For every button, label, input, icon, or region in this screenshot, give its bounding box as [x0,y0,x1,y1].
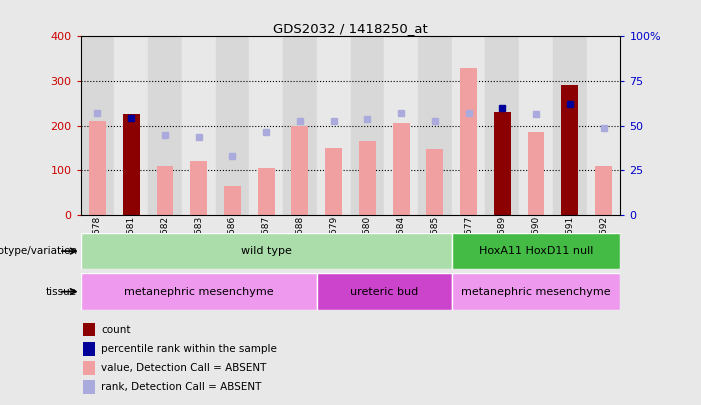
Title: GDS2032 / 1418250_at: GDS2032 / 1418250_at [273,22,428,35]
Bar [216,36,250,215]
Text: HoxA11 HoxD11 null: HoxA11 HoxD11 null [479,246,593,256]
Bar [418,36,451,215]
Text: genotype/variation: genotype/variation [0,246,77,256]
Bar [292,126,308,215]
Bar [283,36,317,215]
Bar [123,115,139,215]
Bar [156,166,173,215]
Bar [258,168,275,215]
Bar [190,161,207,215]
Bar [485,36,519,215]
Text: value, Detection Call = ABSENT: value, Detection Call = ABSENT [101,363,266,373]
Bar [114,36,148,215]
Bar [89,121,106,215]
Text: metanephric mesenchyme: metanephric mesenchyme [461,287,611,296]
Bar [451,36,485,215]
Bar [384,36,418,215]
Bar [81,273,317,310]
Bar [393,123,409,215]
Bar [317,273,451,310]
Bar [451,233,620,269]
Bar [317,36,350,215]
Text: tissue: tissue [46,287,77,296]
Text: rank, Detection Call = ABSENT: rank, Detection Call = ABSENT [101,382,261,392]
Bar [595,166,612,215]
Bar [81,233,451,269]
Bar [519,36,553,215]
Bar [325,148,342,215]
Bar [148,36,182,215]
Text: count: count [101,324,130,335]
Bar [451,273,620,310]
Bar [83,342,95,356]
Text: metanephric mesenchyme: metanephric mesenchyme [124,287,273,296]
Bar [83,361,95,375]
Bar [83,380,95,394]
Bar [182,36,216,215]
Bar [494,112,511,215]
Bar [562,85,578,215]
Bar [587,36,620,215]
Bar [359,141,376,215]
Bar [83,323,95,337]
Text: wild type: wild type [240,246,292,256]
Text: ureteric bud: ureteric bud [350,287,418,296]
Bar [81,36,114,215]
Text: percentile rank within the sample: percentile rank within the sample [101,344,277,354]
Bar [528,132,545,215]
Bar [224,185,241,215]
Bar [350,36,384,215]
Bar [460,68,477,215]
Bar [553,36,587,215]
Bar [426,149,443,215]
Bar [250,36,283,215]
